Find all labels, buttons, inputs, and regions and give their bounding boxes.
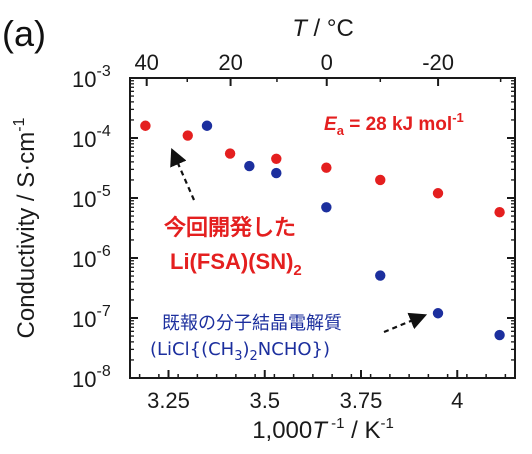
red-series-label-1: 今回開発した [164,215,296,240]
x-axis-title: 1,000T -1 / K-1 [252,415,394,444]
top-tick-label: 40 [134,50,158,75]
blue-data-point [244,161,254,171]
y-tick-labels: 10-8 10-7 10-6 10-5 10-4 10-3 [72,63,111,392]
y-tick-label: 10-6 [72,243,111,272]
red-data-point [433,188,443,198]
activation-energy-label: Ea = 28 kJ mol-1 [324,110,464,138]
top-tick-label: 0 [321,50,333,75]
top-tick-label: 20 [218,50,242,75]
top-tick-label: -20 [422,50,454,75]
y-tick-label: 10-5 [72,183,111,212]
blue-label-arrow [384,316,423,332]
red-data-point [140,121,150,131]
red-data-point [375,175,385,185]
red-data-point [225,148,235,158]
blue-data-point [433,308,443,318]
blue-series-label-2: (LiCl{(CH3)2NCHO}) [150,339,330,364]
x-tick-label: 3.25 [147,388,190,413]
blue-data-point [375,270,385,280]
red-label-arrow [173,152,194,200]
y-tick-label: 10-7 [72,303,111,332]
red-data-point [183,130,193,140]
top-tick-labels: 40 20 0 -20 [134,50,454,75]
panel-label: (a) [2,13,46,54]
x-tick-label: 3.5 [249,388,280,413]
bottom-tick-labels: 3.25 3.5 3.75 4 [147,388,463,413]
top-axis-title: T / °C [292,15,354,42]
blue-data-point [494,330,504,340]
x-tick-label: 4 [451,388,463,413]
blue-data-point [321,202,331,212]
y-tick-label: 10-3 [72,63,111,92]
blue-data-point [202,121,212,131]
y-tick-label: 10-8 [72,363,111,392]
y-tick-label: 10-4 [72,123,111,152]
red-series-label-2: Li(FSA)(SN)2 [170,249,302,279]
x-tick-label: 3.75 [340,388,383,413]
red-data-point [271,154,281,164]
red-data-point [321,162,331,172]
blue-series-label-1: 既報の分子結晶電解質 [162,313,342,334]
blue-data-point [271,168,281,178]
red-data-point [494,207,504,217]
y-axis-title: Conductivity / S·cm-1 [11,117,40,338]
